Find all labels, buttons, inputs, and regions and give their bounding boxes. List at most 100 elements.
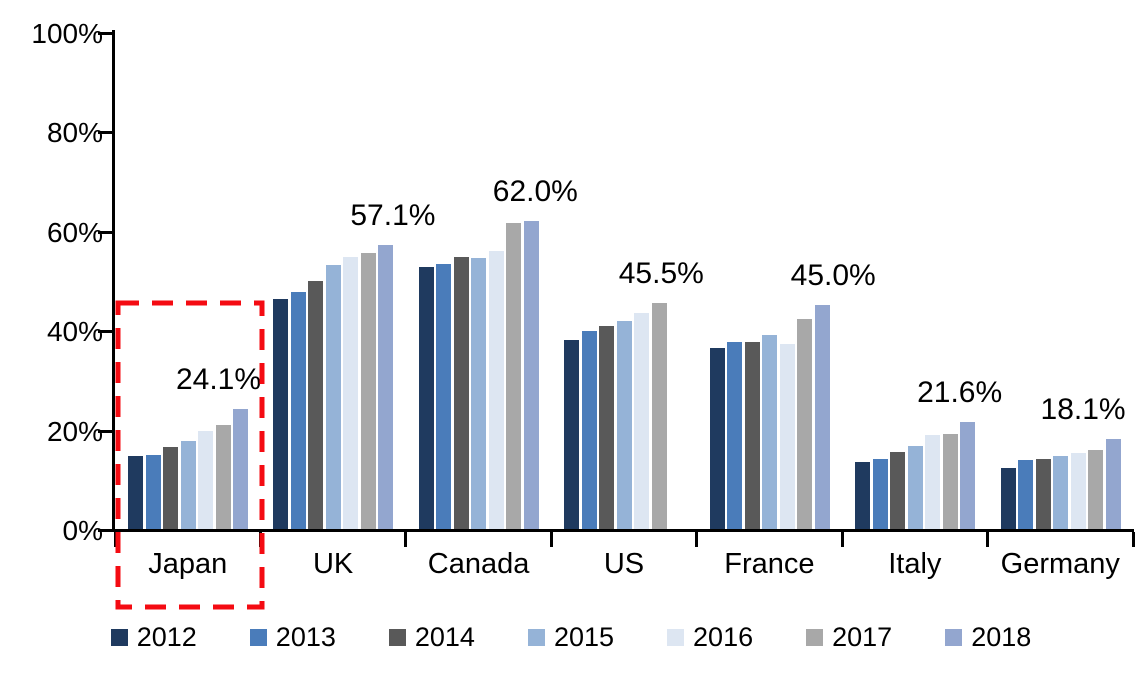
bar-france-2016 (779, 343, 795, 529)
x-tick (695, 532, 699, 547)
bar-japan-2014 (163, 446, 178, 529)
legend-item-2015: 2015 (527, 622, 615, 652)
legend-item-2016: 2016 (667, 622, 753, 652)
x-axis-line (112, 529, 1134, 532)
bar-germany-2017 (1088, 450, 1104, 529)
legend-label-2016: 2016 (693, 622, 754, 652)
legend-label-2012: 2012 (136, 622, 197, 652)
bar-italy-2018 (960, 421, 976, 529)
legend-label-2017: 2017 (832, 622, 893, 652)
legend-label-2015: 2015 (553, 622, 615, 652)
bar-us-2017 (651, 302, 667, 529)
bar-japan-2012 (128, 455, 143, 529)
bar-italy-2016 (925, 435, 941, 529)
category-label-italy: Italy (888, 548, 942, 580)
legend-swatch-2014 (388, 628, 406, 646)
bar-us-2012 (564, 340, 580, 529)
y-tick-label: 40% (46, 316, 103, 348)
x-tick (113, 532, 117, 547)
x-tick (549, 532, 553, 547)
category-label-us: US (603, 548, 645, 580)
legend-item-2012: 2012 (110, 622, 197, 652)
bar-canada-2018 (523, 220, 539, 529)
legend-swatch-2017 (806, 628, 824, 646)
legend-swatch-2013 (249, 628, 267, 646)
bar-canada-2015 (471, 258, 487, 529)
bar-germany-2012 (1000, 467, 1016, 529)
category-label-japan: Japan (148, 548, 228, 580)
data-label-uk: 57.1% (350, 199, 436, 233)
bar-canada-2013 (436, 264, 452, 529)
legend-label-2018: 2018 (971, 622, 1032, 652)
bar-uk-2013 (290, 291, 306, 529)
legend-swatch-2018 (945, 628, 963, 646)
x-tick (1131, 532, 1135, 547)
bar-france-2013 (727, 341, 743, 529)
y-tick-label: 60% (46, 216, 103, 248)
category-label-france: France (724, 548, 815, 580)
bar-japan-2015 (180, 440, 196, 529)
bar-italy-2017 (942, 434, 958, 529)
y-tick (98, 529, 112, 532)
x-tick (404, 532, 408, 547)
y-tick (98, 429, 112, 433)
bar-canada-2012 (418, 266, 434, 529)
bar-us-2015 (616, 320, 632, 529)
x-tick (840, 532, 844, 547)
bar-japan-2018 (233, 409, 248, 529)
bar-uk-2015 (325, 265, 341, 529)
category-label-uk: UK (312, 548, 354, 580)
bar-canada-2016 (488, 250, 504, 529)
y-tick-label: 80% (46, 117, 103, 149)
bar-france-2015 (762, 334, 778, 529)
y-tick (98, 131, 112, 135)
bar-italy-2013 (872, 458, 888, 529)
bar-japan-2017 (215, 425, 231, 529)
bar-germany-2016 (1070, 452, 1086, 529)
category-label-canada: Canada (427, 548, 530, 580)
bar-uk-2012 (273, 298, 289, 529)
bar-italy-2014 (890, 452, 906, 529)
x-tick (986, 532, 990, 547)
bar-france-2018 (814, 305, 830, 529)
legend-swatch-2015 (527, 628, 545, 646)
y-tick (98, 330, 112, 334)
bar-france-2017 (797, 319, 813, 529)
data-label-japan: 24.1% (175, 363, 262, 397)
legend-item-2014: 2014 (388, 622, 475, 652)
legend: 2012 2013 2014 2015 2016 2017 2018 (0, 622, 1142, 652)
bar-uk-2016 (343, 257, 359, 529)
bar-uk-2018 (378, 245, 394, 529)
y-axis-line (112, 30, 115, 532)
category-label-germany: Germany (1000, 548, 1120, 580)
data-label-italy: 21.6% (917, 375, 1003, 409)
y-tick (98, 32, 112, 35)
y-tick (98, 230, 112, 234)
legend-label-2014: 2014 (414, 622, 475, 652)
y-tick-label: 20% (46, 415, 103, 447)
bar-us-2014 (599, 326, 615, 529)
bar-canada-2014 (453, 256, 469, 529)
bar-japan-2016 (198, 430, 213, 529)
bar-japan-2013 (145, 454, 161, 529)
bar-germany-2013 (1018, 460, 1034, 529)
x-tick (258, 532, 262, 547)
bar-germany-2018 (1105, 439, 1121, 529)
bar-germany-2015 (1053, 456, 1069, 529)
bar-france-2012 (709, 348, 725, 529)
legend-swatch-2012 (110, 628, 128, 646)
data-label-us: 45.5% (618, 256, 704, 290)
bar-us-2016 (634, 312, 650, 529)
bar-italy-2012 (855, 462, 871, 529)
legend-swatch-2016 (667, 628, 685, 646)
legend-item-2013: 2013 (249, 622, 336, 652)
bar-uk-2014 (308, 280, 324, 529)
legend-label-2013: 2013 (275, 622, 336, 652)
y-tick-label: 100% (31, 18, 103, 49)
bar-canada-2017 (506, 223, 522, 529)
bar-us-2013 (581, 330, 597, 529)
legend-item-2018: 2018 (945, 622, 1031, 652)
bar-uk-2017 (360, 252, 376, 529)
